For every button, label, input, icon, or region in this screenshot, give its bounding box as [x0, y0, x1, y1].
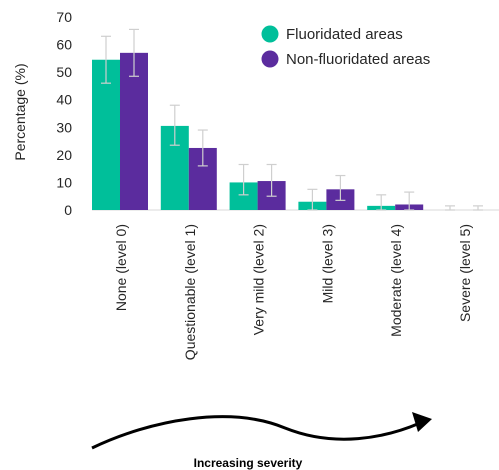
severity-arrow — [91, 412, 432, 450]
bar — [120, 52, 148, 210]
y-axis: 0 10 20 30 40 50 60 70 — [56, 9, 72, 218]
y-tick-label: 20 — [56, 147, 72, 163]
error-bar — [473, 205, 483, 211]
y-tick-label: 0 — [64, 202, 72, 218]
legend-label: Fluoridated areas — [286, 26, 403, 43]
x-tick-label: Questionable (level 1) — [182, 224, 198, 360]
error-bar — [101, 35, 111, 84]
error-bar — [197, 129, 208, 167]
bars — [92, 52, 424, 210]
x-tick-label: Moderate (level 4) — [388, 224, 404, 337]
y-tick-label: 70 — [56, 9, 72, 25]
error-bar — [307, 188, 318, 211]
bar — [92, 59, 120, 210]
legend-label: Non-fluoridated areas — [286, 51, 430, 68]
error-bar — [445, 205, 455, 211]
legend-marker — [261, 25, 279, 43]
x-tick-label: None (level 0) — [113, 224, 129, 311]
error-bars — [101, 28, 483, 211]
error-bar — [376, 194, 387, 211]
error-bar — [404, 191, 415, 211]
severity-annotation: Increasing severity — [194, 456, 303, 470]
error-bar — [129, 28, 139, 77]
error-bar — [169, 104, 180, 146]
x-tick-label: Severe (level 5) — [457, 224, 473, 322]
x-tick-label: Very mild (level 2) — [251, 224, 267, 335]
legend: Fluoridated areas Non-fluoridated areas — [261, 25, 430, 68]
error-bar — [238, 163, 249, 196]
y-tick-label: 50 — [56, 64, 72, 80]
severity-arrow-curve — [91, 415, 421, 450]
y-axis-title: Percentage (%) — [12, 63, 28, 160]
error-bar — [266, 163, 277, 197]
y-tick-label: 10 — [56, 174, 72, 190]
severity-arrow-head — [412, 412, 432, 432]
y-tick-label: 60 — [56, 37, 72, 53]
y-tick-label: 30 — [56, 119, 72, 135]
x-tick-label: Mild (level 3) — [319, 224, 335, 303]
error-bar — [335, 174, 346, 201]
x-axis: None (level 0) Questionable (level 1) Very… — [113, 224, 473, 360]
y-tick-label: 40 — [56, 92, 72, 108]
legend-marker — [261, 50, 279, 68]
